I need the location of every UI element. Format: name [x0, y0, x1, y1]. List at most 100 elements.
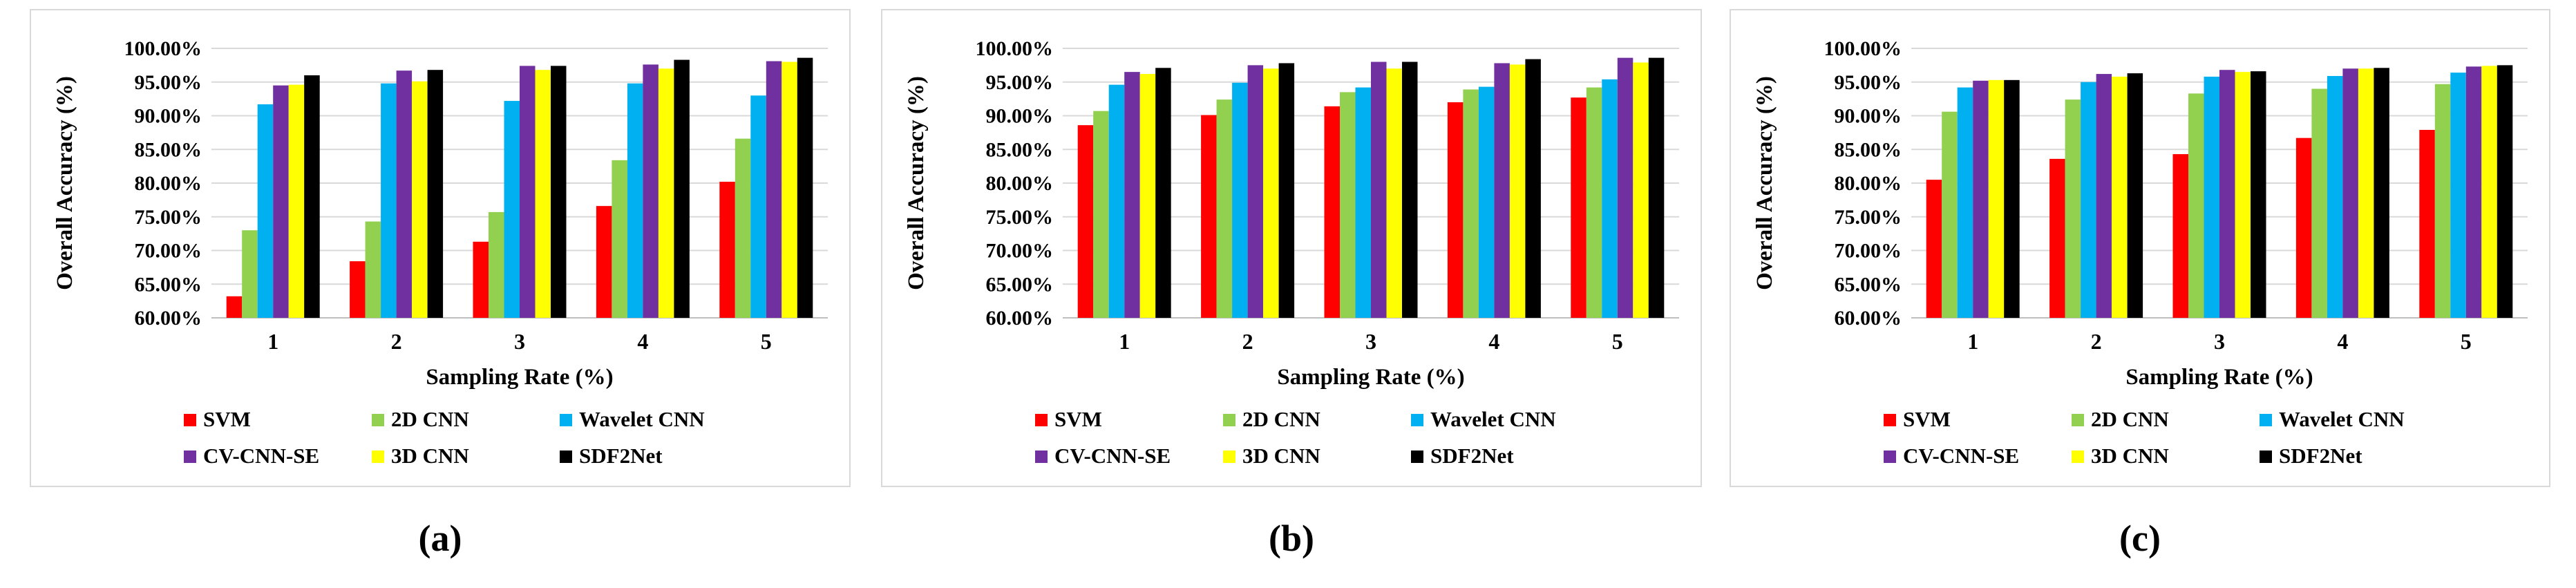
bar-3d-cnn	[1139, 74, 1156, 319]
legend-swatch	[2072, 451, 2084, 463]
bar-sdf2net	[551, 66, 567, 318]
y-tick-label: 90.00%	[1835, 105, 1902, 128]
bar-svm	[1324, 106, 1340, 318]
legend-swatch	[1223, 451, 1235, 463]
y-tick-label: 65.00%	[986, 273, 1054, 296]
bar-sdf2net	[1155, 68, 1171, 319]
bar-2d-cnn	[1093, 111, 1109, 319]
y-tick-label: 80.00%	[135, 172, 202, 195]
bar-sdf2net	[2127, 73, 2143, 318]
bar-cv-cnn-se	[1371, 61, 1387, 318]
bar-cv-cnn-se	[766, 61, 782, 319]
y-tick-label: 90.00%	[986, 105, 1054, 128]
legend-swatch	[1035, 414, 1048, 426]
y-tick-label: 60.00%	[135, 307, 202, 330]
x-tick-label: 4	[637, 329, 648, 354]
bar-sdf2net	[674, 59, 690, 318]
bar-2d-cnn	[2188, 93, 2204, 318]
y-tick-label: 85.00%	[986, 138, 1054, 161]
y-tick-label: 95.00%	[135, 71, 202, 94]
legend-swatch	[372, 451, 384, 463]
y-tick-label: 95.00%	[986, 71, 1054, 94]
x-tick-label: 5	[761, 329, 772, 354]
bar-2d-cnn	[489, 211, 504, 318]
bar-svm	[1926, 180, 1942, 318]
panel-label: (a)	[419, 518, 462, 559]
y-tick-label: 100.00%	[1824, 37, 1902, 60]
bar-cv-cnn-se	[2465, 66, 2482, 318]
bar-2d-cnn	[612, 160, 627, 318]
legend-label: 2D CNN	[391, 407, 469, 431]
bar-3d-cnn	[412, 81, 428, 319]
bar-svm	[226, 296, 243, 318]
y-axis-title: Overall Accuracy (%)	[1752, 76, 1777, 290]
bar-2d-cnn	[1216, 99, 1233, 318]
y-tick-label: 75.00%	[986, 206, 1054, 229]
legend-label: 3D CNN	[2091, 444, 2169, 468]
legend-label: SDF2Net	[1430, 444, 1514, 468]
panel-label: (b)	[1269, 518, 1314, 559]
y-tick-label: 100.00%	[976, 37, 1054, 60]
bar-cv-cnn-se	[273, 85, 289, 318]
legend-label: SDF2Net	[579, 444, 663, 468]
bar-cv-cnn-se	[1494, 63, 1510, 318]
legend-label: SVM	[1903, 407, 1951, 431]
x-tick-label: 2	[2091, 329, 2102, 354]
legend-swatch	[2260, 451, 2272, 463]
legend-swatch	[1035, 451, 1048, 463]
y-tick-label: 85.00%	[135, 138, 202, 161]
bar-sdf2net	[1278, 63, 1295, 318]
bar-wavelet-cnn	[2204, 76, 2219, 318]
bar-2d-cnn	[365, 221, 381, 318]
y-axis-title: Overall Accuracy (%)	[53, 76, 77, 290]
bar-wavelet-cnn	[1602, 79, 1618, 318]
legend-label: 2D CNN	[2091, 407, 2169, 431]
legend-swatch	[560, 451, 572, 463]
bar-svm	[2419, 129, 2435, 318]
bar-svm	[473, 241, 489, 318]
bar-wavelet-cnn	[504, 101, 520, 319]
bar-wavelet-cnn	[2450, 73, 2466, 318]
x-tick-label: 4	[2337, 329, 2348, 354]
legend-label: 2D CNN	[1242, 407, 1320, 431]
bar-svm	[2295, 137, 2312, 319]
bar-sdf2net	[797, 57, 813, 319]
bar-cv-cnn-se	[643, 64, 659, 319]
legend-swatch	[560, 414, 572, 426]
bar-2d-cnn	[1942, 111, 1958, 318]
legend-swatch	[184, 414, 196, 426]
bar-sdf2net	[1525, 59, 1541, 318]
legend-label: CV-CNN-SE	[203, 444, 319, 468]
bar-3d-cnn	[2112, 76, 2128, 318]
y-tick-label: 80.00%	[1835, 172, 1902, 195]
y-tick-label: 90.00%	[135, 105, 202, 128]
bar-sdf2net	[427, 70, 444, 318]
bar-3d-cnn	[535, 70, 551, 318]
bar-cv-cnn-se	[2219, 70, 2235, 318]
bar-3d-cnn	[2358, 68, 2374, 318]
bar-svm	[2049, 158, 2065, 318]
legend-swatch	[1884, 451, 1896, 463]
bar-cv-cnn-se	[1247, 65, 1264, 318]
y-tick-label: 70.00%	[135, 240, 202, 263]
bar-sdf2net	[1648, 57, 1665, 319]
x-tick-label: 5	[2461, 329, 2472, 354]
y-tick-label: 65.00%	[135, 273, 202, 296]
chart-panel-2: 60.00% 65.00% 70.00% 75.00% 80.00% 85.00% 90.0…	[881, 9, 1702, 559]
bar-2d-cnn	[1586, 87, 1602, 319]
bar-2d-cnn	[2311, 88, 2327, 318]
legend-label: CV-CNN-SE	[1054, 444, 1171, 468]
bar-svm	[596, 206, 612, 318]
y-tick-label: 60.00%	[986, 307, 1054, 330]
bar-wavelet-cnn	[750, 95, 766, 318]
bar-3d-cnn	[1386, 68, 1402, 318]
y-tick-label: 95.00%	[1835, 71, 1902, 94]
bar-svm	[1201, 115, 1217, 318]
y-tick-label: 85.00%	[1835, 138, 1902, 161]
legend-swatch	[184, 451, 196, 463]
x-tick-label: 2	[1242, 329, 1253, 354]
bar-cv-cnn-se	[2096, 74, 2112, 319]
bar-sdf2net	[2251, 71, 2266, 319]
